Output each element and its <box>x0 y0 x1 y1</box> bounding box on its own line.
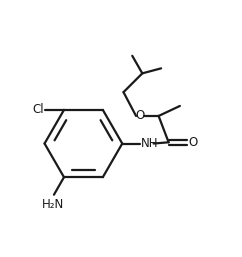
Text: O: O <box>188 136 197 149</box>
Text: NH: NH <box>141 136 159 150</box>
Text: Cl: Cl <box>32 103 44 116</box>
Text: O: O <box>135 109 144 123</box>
Text: H₂N: H₂N <box>42 198 64 212</box>
